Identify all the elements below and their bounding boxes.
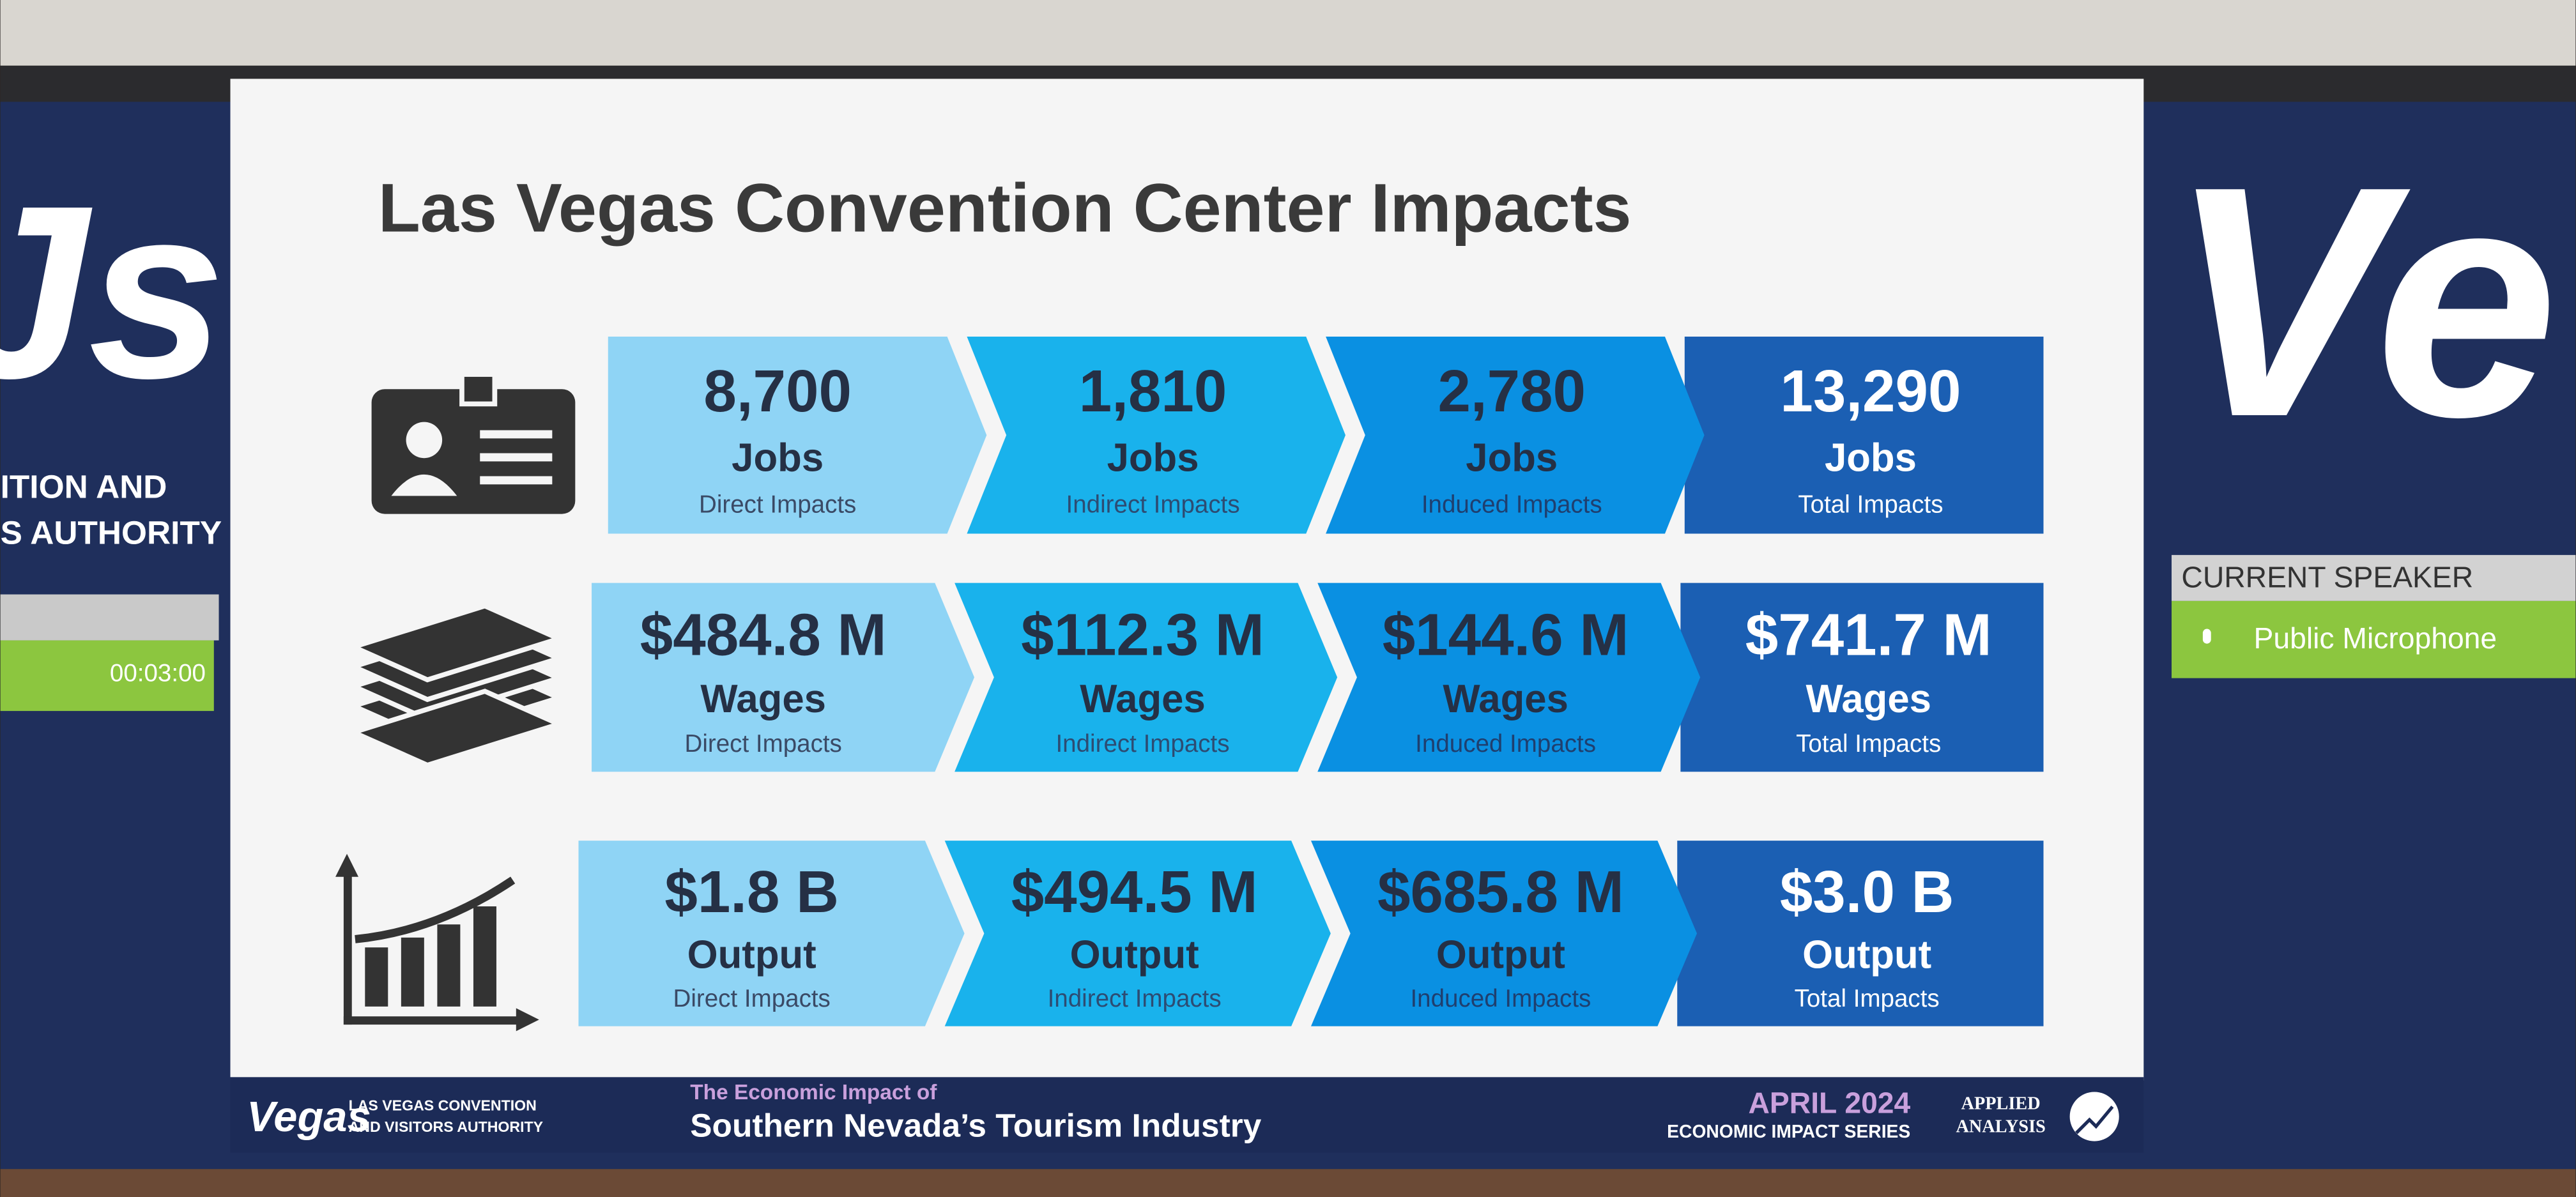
impact-type: Total Impacts bbox=[1798, 491, 1943, 518]
growth-chart-icon bbox=[335, 853, 539, 1032]
impact-metric: Output bbox=[1070, 933, 1199, 977]
impact-metric: Output bbox=[1436, 933, 1565, 977]
id-card-icon bbox=[371, 372, 576, 514]
speaker-heading: CURRENT SPEAKER bbox=[2181, 561, 2473, 594]
impact-value: $112.3 M bbox=[1021, 602, 1264, 668]
footer-org-line2: AND VISITORS AUTHORITY bbox=[349, 1118, 544, 1135]
impact-metric: Jobs bbox=[1466, 436, 1558, 480]
impact-segment bbox=[967, 336, 1346, 534]
slide-footer bbox=[230, 1077, 2144, 1153]
impact-value: $3.0 B bbox=[1780, 858, 1954, 925]
slide-title: Las Vegas Convention Center Impacts bbox=[378, 169, 1632, 247]
impact-segment bbox=[1310, 841, 1698, 1026]
money-icon bbox=[346, 603, 566, 768]
impact-value: $144.6 M bbox=[1383, 602, 1629, 668]
impact-value: 2,780 bbox=[1438, 358, 1586, 424]
impact-metric: Output bbox=[1802, 933, 1931, 977]
impact-metric: Jobs bbox=[1107, 436, 1199, 480]
impact-row: $484.8 M Wages Direct Impacts $112.3 M Wages… bbox=[592, 583, 2044, 772]
speaker-name: Public Microphone bbox=[2254, 621, 2497, 655]
speaker-heading-bar bbox=[2172, 554, 2576, 601]
left-label-bar bbox=[0, 594, 219, 641]
impact-type: Indirect Impacts bbox=[1055, 730, 1229, 758]
impact-metric: Jobs bbox=[1825, 436, 1917, 480]
impact-segment bbox=[954, 583, 1338, 772]
impact-metric: Wages bbox=[1443, 677, 1568, 721]
footer-firm-line2: ANALYSIS bbox=[1956, 1117, 2045, 1137]
impact-value: 8,700 bbox=[703, 358, 852, 424]
impact-type: Total Impacts bbox=[1796, 730, 1941, 758]
impact-type: Induced Impacts bbox=[1415, 730, 1596, 758]
footer-subtitle: The Economic Impact of bbox=[690, 1081, 937, 1104]
impact-row: $1.8 B Output Direct Impacts $494.5 M Output… bbox=[578, 841, 2044, 1026]
impact-metric: Wages bbox=[1805, 677, 1931, 721]
footer-series: ECONOMIC IMPACT SERIES bbox=[1667, 1121, 1910, 1141]
impact-type: Induced Impacts bbox=[1422, 491, 1602, 518]
impact-segment bbox=[592, 583, 975, 772]
impact-value: 13,290 bbox=[1780, 358, 1961, 424]
impact-value: $1.8 B bbox=[664, 858, 839, 925]
impact-value: $741.7 M bbox=[1745, 602, 1992, 668]
impact-metric: Jobs bbox=[732, 436, 824, 480]
impact-value: $685.8 M bbox=[1377, 858, 1624, 925]
impact-metric: Output bbox=[687, 933, 816, 977]
footer-org-line1: LAS VEGAS CONVENTION bbox=[349, 1097, 537, 1114]
footer-title: Southern Nevada’s Tourism Industry bbox=[690, 1107, 1261, 1144]
impact-segment bbox=[1317, 583, 1701, 772]
impact-type: Direct Impacts bbox=[699, 491, 856, 518]
impact-segment bbox=[1326, 336, 1705, 534]
impact-rows: 8,700 Jobs Direct Impacts 1,810 Jobs Indirect… bbox=[578, 336, 2044, 1026]
footer-firm-line1: APPLIED bbox=[1961, 1094, 2041, 1114]
impact-segment bbox=[1677, 841, 2044, 1026]
impact-segment bbox=[944, 841, 1331, 1026]
impact-type: Induced Impacts bbox=[1410, 985, 1591, 1012]
left-org-line2: S AUTHORITY bbox=[1, 514, 222, 551]
impact-segment bbox=[1680, 583, 2044, 772]
impact-type: Total Impacts bbox=[1795, 985, 1940, 1012]
impact-metric: Wages bbox=[1080, 677, 1206, 721]
right-logo: Ve bbox=[2168, 118, 2558, 485]
ceiling bbox=[0, 0, 2576, 66]
wall bbox=[0, 1169, 2576, 1197]
impact-type: Direct Impacts bbox=[673, 985, 831, 1012]
firm-logo bbox=[2069, 1092, 2119, 1141]
left-logo: Js bbox=[0, 154, 225, 429]
timer: 00:03:00 bbox=[110, 660, 206, 687]
mic-icon bbox=[2202, 629, 2211, 644]
footer-logo: Vegas bbox=[247, 1094, 371, 1141]
impact-segment bbox=[1684, 336, 2044, 534]
impact-value: 1,810 bbox=[1079, 358, 1227, 424]
impact-type: Direct Impacts bbox=[685, 730, 842, 758]
impact-value: $484.8 M bbox=[640, 602, 887, 668]
impact-metric: Wages bbox=[700, 677, 826, 721]
left-org-line1: ITION AND bbox=[1, 468, 167, 505]
impact-segment bbox=[578, 841, 965, 1026]
impact-segment bbox=[608, 336, 987, 534]
speaker-bar bbox=[2172, 600, 2576, 678]
impact-type: Indirect Impacts bbox=[1048, 985, 1222, 1012]
impact-value: $494.5 M bbox=[1011, 858, 1258, 925]
left-timer-bar bbox=[0, 640, 214, 712]
impact-type: Indirect Impacts bbox=[1066, 491, 1240, 518]
impact-row: 8,700 Jobs Direct Impacts 1,810 Jobs Indirect… bbox=[608, 336, 2044, 534]
firm-logo-mark bbox=[2075, 1105, 2114, 1134]
footer-date: APRIL 2024 bbox=[1749, 1086, 1911, 1119]
